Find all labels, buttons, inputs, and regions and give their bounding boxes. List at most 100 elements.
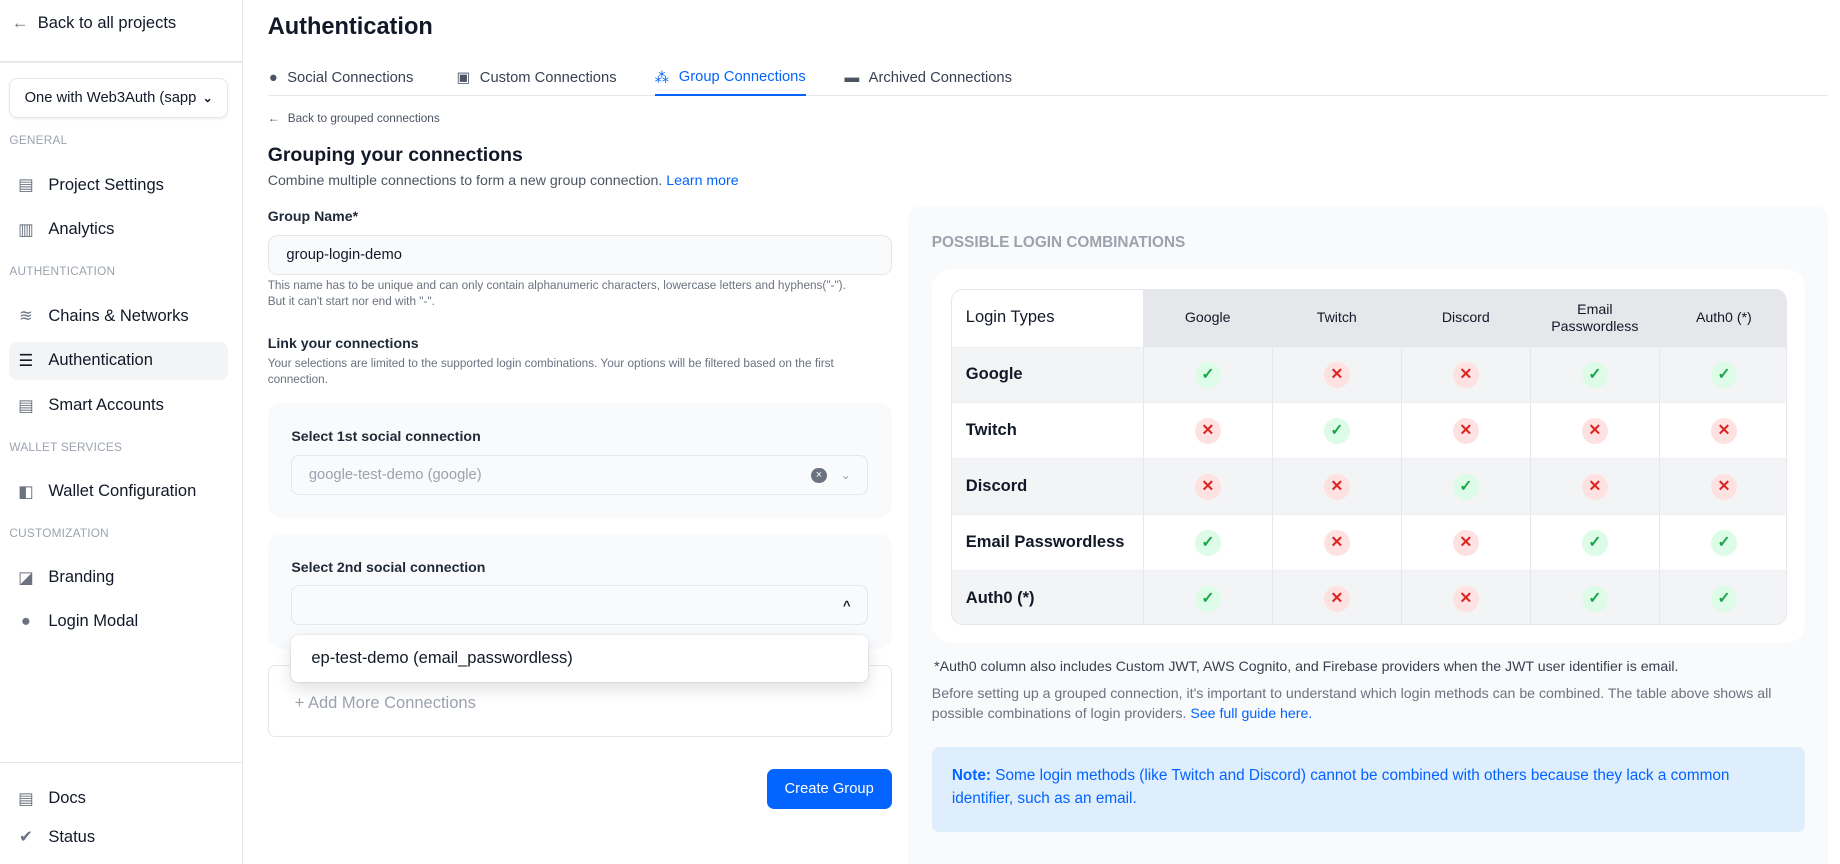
combination-cell: ✓ (1658, 515, 1786, 571)
sidebar-item-login-modal[interactable]: ● Login Modal (9, 603, 227, 641)
column-header: Discord (1400, 289, 1530, 347)
check-circle-icon: ✔ (19, 828, 33, 847)
combination-cell: ✕ (1400, 347, 1530, 403)
dropdown-option[interactable]: ep-test-demo (email_passwordless) (291, 634, 869, 682)
link-connections-help: Your selections are limited to the suppo… (267, 357, 834, 386)
combination-cell: ✕ (1529, 403, 1659, 459)
check-icon: ✓ (1452, 473, 1479, 500)
section-general: GENERAL (9, 134, 68, 148)
combination-cell: ✕ (1142, 459, 1272, 515)
combination-cell: ✕ (1400, 403, 1530, 459)
chart-icon: ▥ (18, 220, 34, 239)
combination-cell: ✓ (1529, 571, 1659, 625)
combination-cell: ✕ (1658, 403, 1786, 459)
tab-social-connections[interactable]: ● Social Connections (268, 69, 414, 86)
archive-icon: ▬ (844, 69, 860, 86)
group-name-input[interactable]: group-login-demo (267, 234, 892, 275)
back-to-projects-link[interactable]: ← Back to all projects (11, 14, 177, 33)
user-circle-icon: ● (268, 69, 278, 86)
x-icon: ✕ (1323, 529, 1350, 556)
full-guide-link[interactable]: See full guide here. (1190, 704, 1313, 721)
tab-custom-connections[interactable]: ▣ Custom Connections (456, 69, 617, 87)
second-connection-card: Select 2nd social connection ^ (267, 534, 892, 649)
x-icon: ✕ (1452, 417, 1479, 444)
section-authentication: AUTHENTICATION (9, 265, 116, 279)
combination-cell: ✓ (1529, 515, 1659, 571)
sidebar-item-docs[interactable]: ▤ Docs (18, 789, 86, 808)
x-icon: ✕ (1581, 417, 1608, 444)
chevron-down-icon: ⌄ (202, 91, 213, 105)
x-icon: ✕ (1323, 585, 1350, 612)
combinations-table: Login Types Google Twitch Discord Email Pass… (950, 288, 1787, 626)
divider (0, 761, 243, 764)
x-icon: ✕ (1452, 529, 1479, 556)
sidebar-item-smart-accounts[interactable]: ▤ Smart Accounts (18, 396, 164, 415)
x-icon: ✕ (1194, 417, 1221, 444)
note-box: Note: Some login methods (like Twitch an… (931, 746, 1805, 832)
combination-cell: ✕ (1142, 403, 1272, 459)
select2-label: Select 2nd social connection (291, 559, 486, 576)
x-icon: ✕ (1452, 585, 1479, 612)
header-corner: Login Types (951, 289, 1143, 347)
check-icon: ✓ (1323, 417, 1350, 444)
check-icon: ✓ (1581, 362, 1608, 388)
table-row: Email Passwordless ✓ ✕ ✕ ✓ ✓ (951, 514, 1786, 571)
tab-bar: ● Social Connections ▣ Custom Connections … (267, 61, 1829, 96)
clear-icon[interactable]: × (811, 467, 827, 483)
column-header: Email Passwordless (1529, 289, 1659, 347)
column-header: Auth0 (*) (1658, 289, 1786, 347)
check-icon: ✓ (1194, 585, 1221, 612)
row-label: Discord (965, 476, 1028, 495)
back-to-grouped-link[interactable]: ← Back to grouped connections (267, 111, 440, 125)
row-label: Twitch (965, 421, 1017, 440)
x-icon: ✕ (1323, 473, 1350, 500)
clipboard-icon: ▤ (18, 176, 34, 195)
first-connection-card: Select 1st social connection google-test… (267, 403, 892, 518)
combination-cell: ✕ (1400, 571, 1530, 625)
x-icon: ✕ (1581, 473, 1608, 500)
row-label: Auth0 (*) (965, 588, 1035, 607)
sidebar-item-status[interactable]: ✔ Status (19, 827, 96, 847)
combination-cell: ✕ (1658, 459, 1786, 515)
combination-cell: ✓ (1142, 347, 1272, 403)
brush-icon: ◪ (18, 568, 34, 587)
second-connection-select[interactable]: ^ (291, 585, 869, 626)
combination-cell: ✓ (1529, 347, 1659, 403)
document-icon: ▤ (18, 396, 34, 415)
sidebar-item-chains[interactable]: ≋ Chains & Networks (19, 306, 189, 326)
tab-archived-connections[interactable]: ▬ Archived Connections (844, 69, 1013, 86)
sidebar-item-project-settings[interactable]: ▤ Project Settings (18, 175, 164, 195)
sidebar-item-wallet-configuration[interactable]: ◧ Wallet Configuration (18, 482, 197, 501)
column-header: Twitch (1271, 289, 1401, 347)
project-selector[interactable]: One with Web3Auth (sapphire devnet)⌄ (9, 77, 228, 118)
database-icon: ☰ (18, 351, 34, 370)
group-name-label: Group Name* (267, 207, 359, 224)
check-icon: ✓ (1194, 529, 1221, 556)
row-label: Google (965, 365, 1023, 384)
sidebar-item-branding[interactable]: ◪ Branding (18, 568, 115, 587)
link-connections-label: Link your connections (267, 334, 419, 351)
x-icon: ✕ (1710, 473, 1737, 500)
chevron-down-icon: ⌄ (840, 469, 851, 483)
tab-group-connections[interactable]: ⁂ Group Connections (654, 61, 806, 96)
x-icon: ✕ (1194, 473, 1221, 500)
combinations-table-container: Login Types Google Twitch Discord Email Pass… (931, 268, 1805, 643)
sidebar-item-authentication[interactable]: ☰ Authentication (9, 342, 228, 380)
combination-cell: ✕ (1271, 459, 1401, 515)
page-title: Authentication (267, 12, 433, 39)
learn-more-link[interactable]: Learn more (666, 172, 739, 189)
user-circle-icon: ● (20, 612, 31, 631)
combination-cell: ✓ (1142, 515, 1272, 571)
x-icon: ✕ (1452, 362, 1479, 388)
column-header: Google (1142, 289, 1272, 347)
first-connection-select[interactable]: google-test-demo (google) × ⌄ (291, 455, 869, 496)
table-header-row: Login Types Google Twitch Discord Email Pass… (951, 289, 1786, 347)
combination-cell: ✕ (1271, 347, 1401, 403)
users-icon: ⁂ (654, 69, 670, 86)
divider (0, 61, 243, 63)
footnote: *Auth0 column also includes Custom JWT, … (934, 658, 1679, 675)
table-row: Auth0 (*) ✓ ✕ ✕ ✓ ✓ (951, 570, 1786, 625)
sidebar-item-analytics[interactable]: ▥ Analytics (18, 220, 115, 239)
create-group-button[interactable]: Create Group (766, 769, 892, 810)
combination-cell: ✕ (1271, 515, 1401, 571)
